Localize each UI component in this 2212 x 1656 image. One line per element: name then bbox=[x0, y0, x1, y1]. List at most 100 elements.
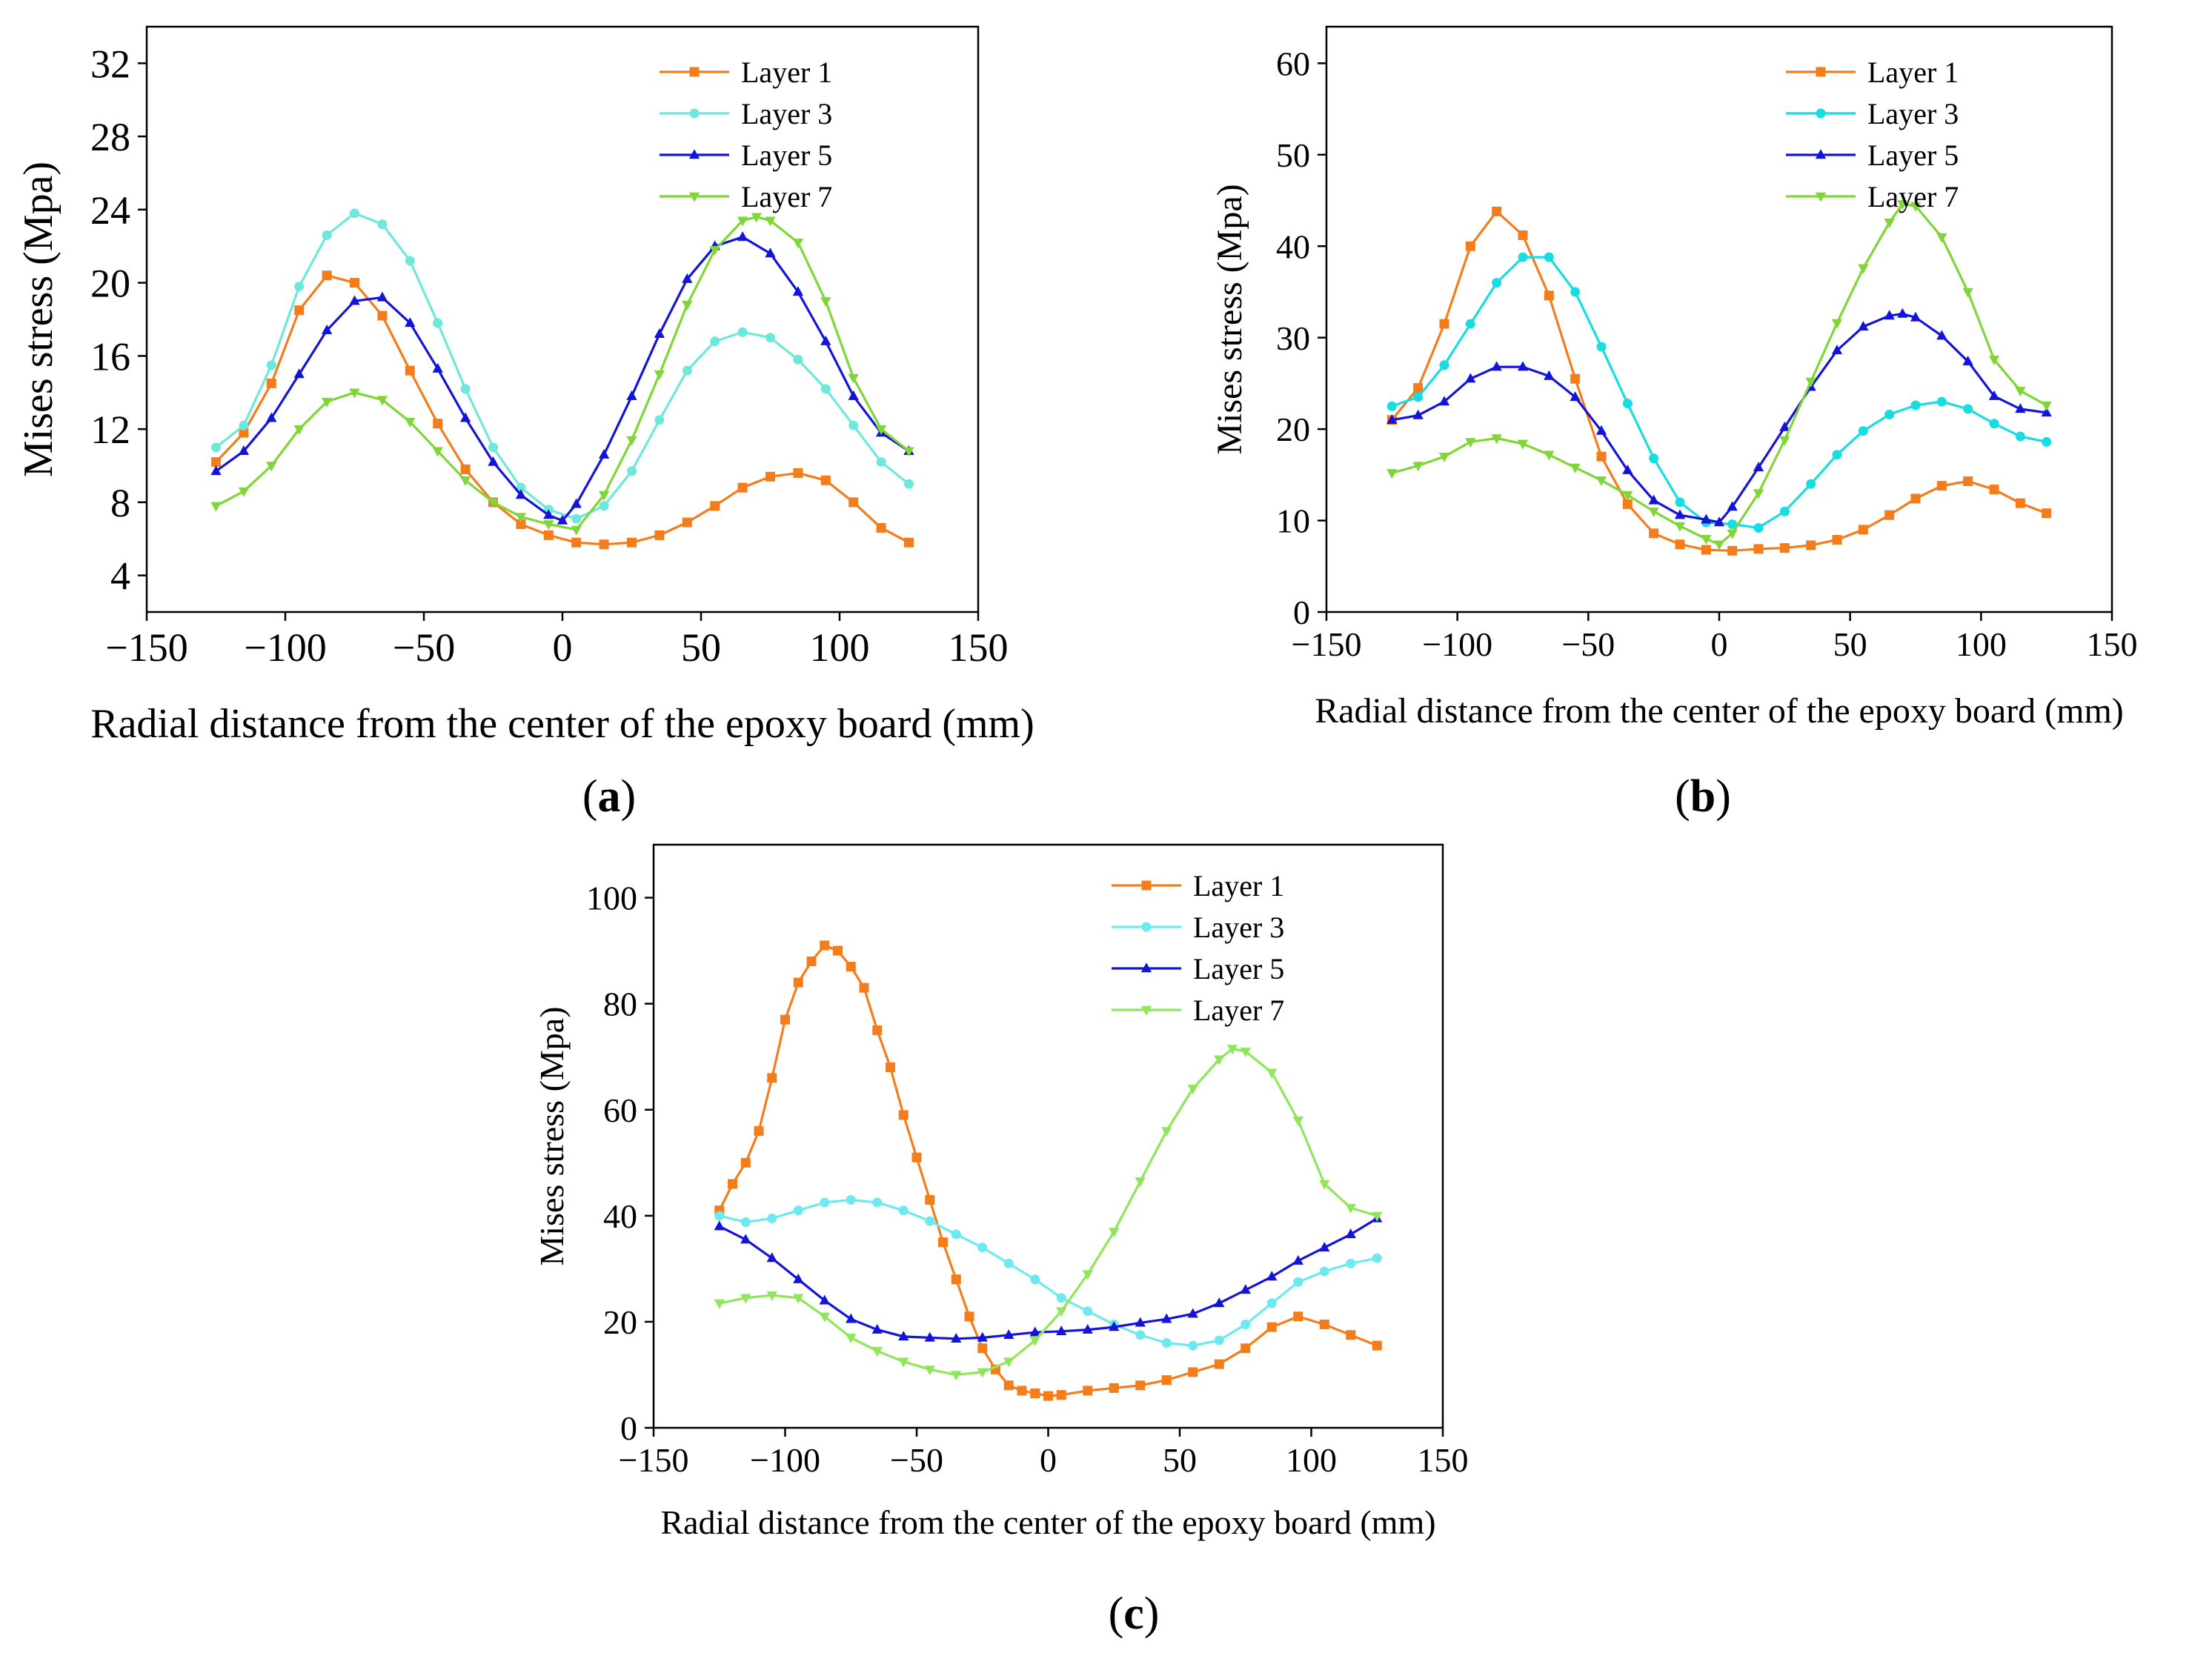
data-point bbox=[239, 428, 249, 438]
data-point bbox=[820, 475, 831, 485]
x-tick-label: 100 bbox=[1286, 1441, 1337, 1479]
data-point bbox=[1884, 510, 1895, 520]
data-point bbox=[924, 1366, 935, 1376]
data-point bbox=[405, 256, 415, 266]
data-point bbox=[1713, 516, 1725, 527]
series-layer-5 bbox=[1386, 307, 2052, 527]
x-tick-label: −50 bbox=[393, 625, 455, 670]
data-point bbox=[964, 1311, 974, 1322]
y-tick-label: 30 bbox=[1276, 319, 1310, 357]
data-point bbox=[1266, 1271, 1278, 1281]
legend-label: Layer 1 bbox=[741, 56, 832, 89]
data-point bbox=[1570, 391, 1581, 402]
data-point bbox=[238, 445, 250, 455]
data-point bbox=[210, 465, 222, 476]
data-point bbox=[238, 487, 250, 497]
data-point bbox=[1492, 206, 1502, 216]
legend-label: Layer 5 bbox=[741, 139, 832, 172]
data-point bbox=[571, 498, 582, 508]
data-point bbox=[682, 301, 693, 311]
legend-label: Layer 7 bbox=[741, 180, 832, 213]
data-point bbox=[598, 448, 610, 459]
data-point bbox=[460, 384, 471, 394]
data-point bbox=[1214, 1359, 1224, 1369]
data-point bbox=[1187, 1084, 1198, 1094]
data-point bbox=[1438, 396, 1450, 406]
data-point bbox=[654, 327, 665, 338]
data-point bbox=[598, 491, 610, 501]
data-point bbox=[1648, 508, 1659, 518]
data-point bbox=[848, 497, 859, 508]
data-point bbox=[1161, 1127, 1172, 1137]
data-point bbox=[1910, 311, 1922, 322]
data-point bbox=[1622, 491, 1633, 501]
data-point bbox=[1082, 1270, 1093, 1280]
y-tick-label: 80 bbox=[603, 985, 637, 1023]
data-point bbox=[911, 1152, 922, 1163]
data-point bbox=[1240, 1319, 1251, 1329]
data-point bbox=[1412, 409, 1424, 419]
y-tick-label: 40 bbox=[603, 1197, 637, 1235]
data-point bbox=[1962, 355, 1973, 365]
data-point bbox=[740, 1294, 751, 1304]
legend-entry: Layer 7 bbox=[1786, 180, 1959, 213]
legend-label: Layer 3 bbox=[1193, 911, 1284, 944]
legend-entry: Layer 1 bbox=[1112, 869, 1284, 902]
legend-label: Layer 5 bbox=[1193, 952, 1284, 985]
data-point bbox=[1713, 540, 1725, 551]
x-tick-label: 150 bbox=[1418, 1441, 1469, 1479]
y-tick-label: 16 bbox=[90, 334, 130, 379]
data-point bbox=[1439, 360, 1449, 370]
data-point bbox=[876, 522, 886, 533]
data-point bbox=[432, 447, 443, 457]
data-point bbox=[1518, 252, 1528, 262]
legend-marker bbox=[1816, 67, 1826, 77]
data-point bbox=[1083, 1386, 1093, 1396]
data-point bbox=[924, 1331, 935, 1342]
data-point bbox=[833, 945, 843, 956]
x-axis-label: Radial distance from the center of the e… bbox=[90, 701, 1034, 747]
y-tick-label: 12 bbox=[90, 408, 130, 452]
data-point bbox=[1161, 1338, 1172, 1349]
data-point bbox=[2015, 387, 2026, 397]
data-point bbox=[433, 318, 443, 328]
data-point bbox=[1438, 452, 1450, 462]
x-tick-label: −150 bbox=[619, 1441, 689, 1479]
data-point bbox=[1727, 501, 1738, 511]
data-point bbox=[871, 1323, 883, 1334]
data-point bbox=[1372, 1253, 1382, 1263]
data-point bbox=[898, 1357, 909, 1368]
data-point bbox=[1936, 233, 1947, 243]
data-point bbox=[1595, 476, 1607, 487]
data-point bbox=[1161, 1313, 1172, 1323]
data-point bbox=[737, 482, 748, 493]
data-point bbox=[210, 502, 222, 512]
data-point bbox=[765, 471, 775, 482]
legend-label: Layer 3 bbox=[741, 97, 832, 130]
chart-panel-2: −150 −100 −50 0 50 100 150 0 10 20 30 40 50 60 Radial … bbox=[1210, 25, 2138, 822]
y-axis-label: Mises stress (Mpa) bbox=[16, 162, 62, 477]
x-tick-label: −150 bbox=[105, 625, 187, 670]
data-point bbox=[1030, 1274, 1040, 1285]
data-point bbox=[1622, 499, 1633, 509]
data-point bbox=[754, 1125, 764, 1136]
data-point bbox=[1386, 469, 1398, 479]
data-point bbox=[488, 456, 499, 466]
data-point bbox=[820, 940, 830, 951]
data-point bbox=[1701, 545, 1711, 555]
data-point bbox=[740, 1217, 751, 1227]
data-point bbox=[1910, 493, 1921, 504]
data-point bbox=[876, 457, 886, 468]
data-point bbox=[1753, 489, 1764, 499]
x-tick-label: 150 bbox=[949, 625, 1009, 670]
legend-entry: Layer 7 bbox=[1112, 994, 1284, 1027]
data-point bbox=[740, 1157, 751, 1168]
data-point bbox=[875, 425, 887, 435]
data-point bbox=[433, 419, 443, 429]
data-point bbox=[1386, 413, 1398, 424]
data-point bbox=[848, 373, 859, 384]
data-point bbox=[1319, 1319, 1329, 1329]
data-point bbox=[1989, 485, 1999, 495]
x-tick-label: −150 bbox=[1292, 625, 1362, 663]
data-point bbox=[1701, 535, 1712, 545]
